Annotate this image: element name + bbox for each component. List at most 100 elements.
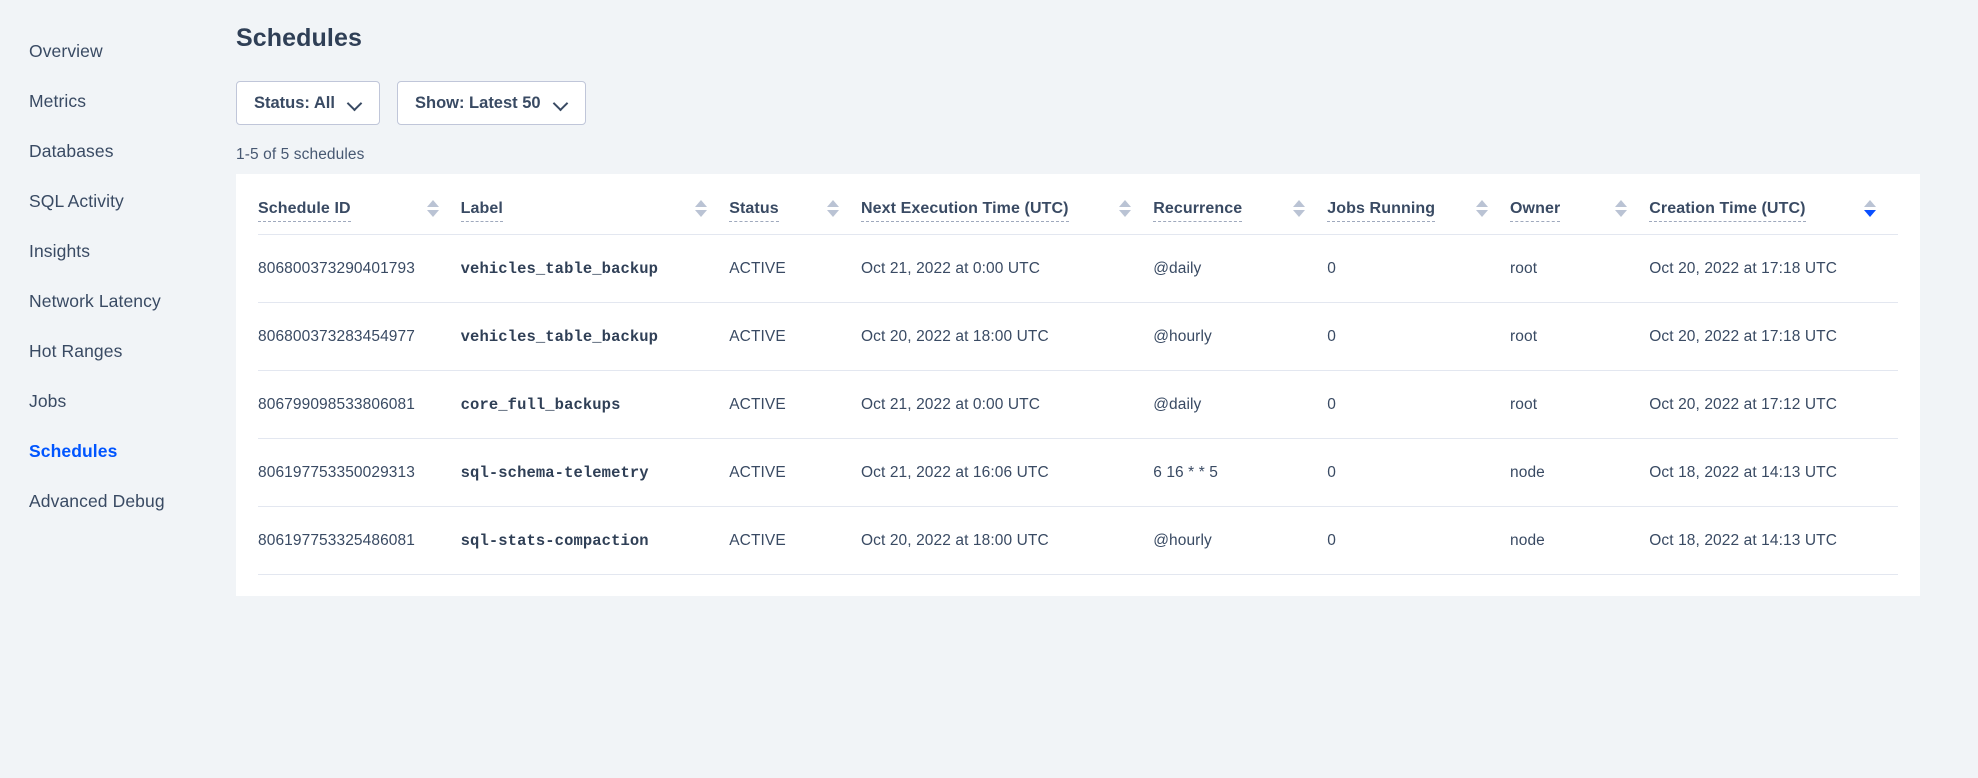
caret-up-icon [1476,200,1489,207]
sidebar-item-insights[interactable]: Insights [29,241,91,261]
cell-status: ACTIVE [729,506,861,575]
sidebar: Overview Metrics Databases SQL Activity Insi… [0,0,236,778]
column-header-label: Label [460,200,503,222]
cell-next-execution: Oct 21, 2022 at 0:00 UTC [861,370,1154,439]
sidebar-item-jobs[interactable]: Jobs [29,391,67,411]
caret-up-icon [1119,200,1132,207]
caret-up-icon [426,200,439,207]
cell-jobs-running: 0 [1327,302,1511,371]
sidebar-item-hot-ranges[interactable]: Hot Ranges [29,341,123,361]
cell-next-execution: Oct 20, 2022 at 18:00 UTC [861,302,1154,371]
cell-creation-time: Oct 20, 2022 at 17:18 UTC [1649,302,1898,371]
table-row[interactable]: 806799098533806081 core_full_backups ACTIV… [258,370,1898,439]
sidebar-item-metrics[interactable]: Metrics [29,91,87,111]
schedules-table: Schedule ID Label Status Next Execution Tim… [258,174,1898,575]
sidebar-item-sql-activity[interactable]: SQL Activity [29,191,124,211]
caret-down-icon [1864,210,1876,217]
cell-creation-time: Oct 20, 2022 at 17:12 UTC [1649,370,1898,439]
column-header-label: Jobs Running [1327,200,1436,222]
cell-schedule-id: 806197753325486081 [258,506,461,575]
page-title: Schedules [236,24,362,52]
cell-next-execution: Oct 21, 2022 at 0:00 UTC [861,234,1154,303]
cell-creation-time: Oct 18, 2022 at 14:13 UTC [1649,506,1898,575]
column-header-creation-time-utc[interactable]: Creation Time (UTC) [1649,174,1898,235]
sort-toggle-icon[interactable] [695,200,708,222]
cell-status: ACTIVE [729,302,861,371]
result-count: 1-5 of 5 schedules [236,146,365,163]
sidebar-item-advanced-debug[interactable]: Advanced Debug [29,491,165,511]
cell-status: ACTIVE [729,438,861,507]
column-header-label[interactable]: Label [460,174,730,235]
sort-toggle-icon[interactable] [1293,200,1306,222]
cell-recurrence: @daily [1153,370,1328,439]
cell-creation-time: Oct 20, 2022 at 17:18 UTC [1649,234,1898,303]
column-header-owner[interactable]: Owner [1510,174,1650,235]
column-header-recurrence[interactable]: Recurrence [1153,174,1328,235]
cell-owner: node [1510,438,1650,507]
caret-down-icon [1293,210,1306,217]
sort-toggle-icon[interactable] [1615,200,1628,222]
cell-recurrence: @daily [1153,234,1328,303]
cell-label: sql-schema-telemetry [460,438,730,507]
cell-jobs-running: 0 [1327,438,1511,507]
sort-toggle-icon[interactable] [1119,200,1132,222]
table-row[interactable]: 806197753350029313 sql-schema-telemetry AC… [258,438,1898,507]
cell-schedule-id: 806799098533806081 [258,370,461,439]
sort-toggle-icon[interactable] [1476,200,1489,222]
main-content: Schedules Status: All Show: Latest 50 1-… [236,0,1978,778]
column-header-schedule-id[interactable]: Schedule ID [258,174,461,235]
column-header-label: Status [729,200,779,222]
cell-status: ACTIVE [729,370,861,439]
caret-up-icon [1293,200,1306,207]
caret-down-icon [1119,210,1132,217]
cell-owner: node [1510,506,1650,575]
column-header-status[interactable]: Status [729,174,861,235]
table-row[interactable]: 806800373290401793 vehicles_table_backup A… [258,234,1898,303]
table-row[interactable]: 806197753325486081 sql-stats-compaction AC… [258,506,1898,575]
caret-down-icon [426,210,439,217]
column-header-jobs-running[interactable]: Jobs Running [1327,174,1511,235]
column-header-label: Owner [1510,200,1561,222]
cell-status: ACTIVE [729,234,861,303]
sidebar-item-schedules[interactable]: Schedules [29,441,118,461]
show-filter-label: Show: Latest 50 [414,93,541,112]
cell-schedule-id: 806800373290401793 [258,234,461,303]
sidebar-item-network-latency[interactable]: Network Latency [29,291,161,311]
cell-jobs-running: 0 [1327,370,1511,439]
column-header-next-execution-time-utc[interactable]: Next Execution Time (UTC) [861,174,1154,235]
cell-owner: root [1510,370,1650,439]
cell-next-execution: Oct 21, 2022 at 16:06 UTC [861,438,1154,507]
status-filter-button[interactable]: Status: All [236,81,380,125]
table-body: 806800373290401793 vehicles_table_backup A… [258,234,1898,575]
column-header-label: Next Execution Time (UTC) [861,200,1069,222]
sort-toggle-icon[interactable] [426,200,439,222]
cell-recurrence: @hourly [1153,506,1328,575]
table-row[interactable]: 806800373283454977 vehicles_table_backup A… [258,302,1898,371]
column-header-label: Recurrence [1153,200,1243,222]
cell-owner: root [1510,234,1650,303]
cell-schedule-id: 806800373283454977 [258,302,461,371]
caret-up-icon [827,200,839,207]
sidebar-item-databases[interactable]: Databases [29,141,114,161]
caret-down-icon [695,210,708,217]
cell-next-execution: Oct 20, 2022 at 18:00 UTC [861,506,1154,575]
caret-up-icon [695,200,708,207]
caret-up-icon [1864,200,1876,207]
cell-creation-time: Oct 18, 2022 at 14:13 UTC [1649,438,1898,507]
column-header-label: Creation Time (UTC) [1649,200,1806,222]
table-header-row: Schedule ID Label Status Next Execution Tim… [258,174,1898,235]
filter-toolbar: Status: All Show: Latest 50 [236,81,1978,125]
show-filter-button[interactable]: Show: Latest 50 [396,81,586,125]
cell-jobs-running: 0 [1327,234,1511,303]
column-header-label: Schedule ID [258,200,351,222]
sidebar-item-overview[interactable]: Overview [29,41,103,61]
cell-schedule-id: 806197753350029313 [258,438,461,507]
caret-down-icon [1615,210,1628,217]
table-header: Schedule ID Label Status Next Execution Tim… [258,174,1898,235]
chevron-down-icon [349,97,362,110]
cell-recurrence: 6 16 * * 5 [1153,438,1328,507]
caret-down-icon [1476,210,1489,217]
sort-toggle-icon[interactable] [827,200,839,222]
sort-toggle-icon[interactable] [1864,200,1876,222]
